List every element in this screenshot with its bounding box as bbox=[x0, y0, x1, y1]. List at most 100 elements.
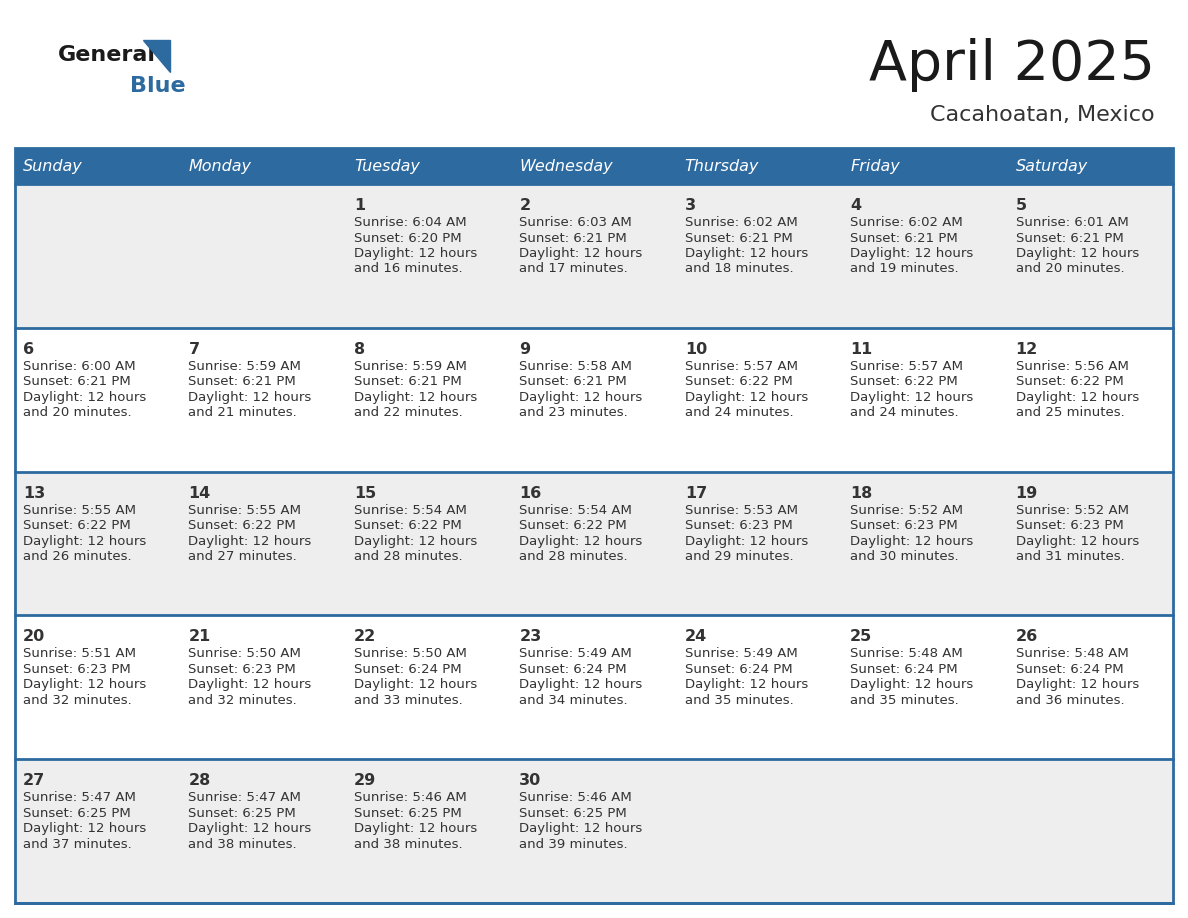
Text: Sunset: 6:21 PM: Sunset: 6:21 PM bbox=[851, 231, 958, 244]
Bar bbox=[1007, 759, 1173, 903]
Text: Blue: Blue bbox=[129, 76, 185, 96]
Text: Daylight: 12 hours: Daylight: 12 hours bbox=[1016, 391, 1139, 404]
Bar bbox=[511, 615, 677, 759]
Text: Sunrise: 5:54 AM: Sunrise: 5:54 AM bbox=[519, 504, 632, 517]
Text: and 20 minutes.: and 20 minutes. bbox=[1016, 263, 1124, 275]
Text: Sunrise: 5:55 AM: Sunrise: 5:55 AM bbox=[23, 504, 135, 517]
Text: 22: 22 bbox=[354, 630, 377, 644]
Text: Sunset: 6:23 PM: Sunset: 6:23 PM bbox=[851, 519, 958, 532]
Text: Sunset: 6:22 PM: Sunset: 6:22 PM bbox=[1016, 375, 1124, 388]
Text: and 20 minutes.: and 20 minutes. bbox=[23, 407, 132, 420]
Text: and 17 minutes.: and 17 minutes. bbox=[519, 263, 628, 275]
Text: Sunset: 6:25 PM: Sunset: 6:25 PM bbox=[519, 807, 627, 820]
Text: 29: 29 bbox=[354, 773, 377, 789]
Text: Sunset: 6:23 PM: Sunset: 6:23 PM bbox=[189, 663, 296, 676]
Text: Sunrise: 5:56 AM: Sunrise: 5:56 AM bbox=[1016, 360, 1129, 373]
Text: and 21 minutes.: and 21 minutes. bbox=[189, 407, 297, 420]
Text: Sunrise: 5:55 AM: Sunrise: 5:55 AM bbox=[189, 504, 302, 517]
Bar bbox=[181, 615, 346, 759]
Text: Sunset: 6:23 PM: Sunset: 6:23 PM bbox=[1016, 519, 1124, 532]
Text: 19: 19 bbox=[1016, 486, 1038, 500]
Text: 13: 13 bbox=[23, 486, 45, 500]
Bar bbox=[842, 615, 1007, 759]
Text: Sunset: 6:23 PM: Sunset: 6:23 PM bbox=[23, 663, 131, 676]
Text: Sunrise: 5:57 AM: Sunrise: 5:57 AM bbox=[684, 360, 797, 373]
Text: 23: 23 bbox=[519, 630, 542, 644]
Text: Daylight: 12 hours: Daylight: 12 hours bbox=[684, 678, 808, 691]
Text: Sunrise: 5:48 AM: Sunrise: 5:48 AM bbox=[1016, 647, 1129, 660]
Text: Daylight: 12 hours: Daylight: 12 hours bbox=[189, 678, 311, 691]
Polygon shape bbox=[143, 40, 170, 72]
Text: Sunset: 6:20 PM: Sunset: 6:20 PM bbox=[354, 231, 461, 244]
Text: Sunset: 6:22 PM: Sunset: 6:22 PM bbox=[684, 375, 792, 388]
Bar bbox=[1007, 472, 1173, 615]
Text: Daylight: 12 hours: Daylight: 12 hours bbox=[519, 823, 643, 835]
Text: Daylight: 12 hours: Daylight: 12 hours bbox=[851, 534, 973, 548]
Text: and 24 minutes.: and 24 minutes. bbox=[851, 407, 959, 420]
Text: 28: 28 bbox=[189, 773, 210, 789]
Text: and 35 minutes.: and 35 minutes. bbox=[851, 694, 959, 707]
Text: Sunrise: 6:01 AM: Sunrise: 6:01 AM bbox=[1016, 216, 1129, 229]
Text: Daylight: 12 hours: Daylight: 12 hours bbox=[23, 391, 146, 404]
Bar bbox=[511, 328, 677, 472]
Bar bbox=[15, 148, 1173, 903]
Text: Sunrise: 6:02 AM: Sunrise: 6:02 AM bbox=[851, 216, 963, 229]
Text: Cacahoatan, Mexico: Cacahoatan, Mexico bbox=[930, 105, 1155, 125]
Text: General: General bbox=[58, 45, 156, 65]
Text: and 19 minutes.: and 19 minutes. bbox=[851, 263, 959, 275]
Bar bbox=[842, 328, 1007, 472]
Bar bbox=[346, 184, 511, 328]
Bar bbox=[677, 184, 842, 328]
Text: Daylight: 12 hours: Daylight: 12 hours bbox=[354, 391, 478, 404]
Text: Daylight: 12 hours: Daylight: 12 hours bbox=[519, 391, 643, 404]
Text: Daylight: 12 hours: Daylight: 12 hours bbox=[23, 678, 146, 691]
Bar bbox=[15, 759, 181, 903]
Text: Sunrise: 5:57 AM: Sunrise: 5:57 AM bbox=[851, 360, 963, 373]
Text: 18: 18 bbox=[851, 486, 872, 500]
Bar bbox=[511, 184, 677, 328]
Text: Sunrise: 5:49 AM: Sunrise: 5:49 AM bbox=[684, 647, 797, 660]
Text: Sunset: 6:21 PM: Sunset: 6:21 PM bbox=[519, 231, 627, 244]
Bar bbox=[15, 328, 181, 472]
Text: and 24 minutes.: and 24 minutes. bbox=[684, 407, 794, 420]
Bar bbox=[842, 759, 1007, 903]
Text: Sunrise: 5:50 AM: Sunrise: 5:50 AM bbox=[189, 647, 302, 660]
Text: Daylight: 12 hours: Daylight: 12 hours bbox=[519, 534, 643, 548]
Text: 15: 15 bbox=[354, 486, 377, 500]
Bar bbox=[677, 615, 842, 759]
Text: Sunset: 6:24 PM: Sunset: 6:24 PM bbox=[684, 663, 792, 676]
Text: 5: 5 bbox=[1016, 198, 1026, 213]
Text: Sunrise: 5:58 AM: Sunrise: 5:58 AM bbox=[519, 360, 632, 373]
Text: and 32 minutes.: and 32 minutes. bbox=[23, 694, 132, 707]
Text: Daylight: 12 hours: Daylight: 12 hours bbox=[23, 534, 146, 548]
Bar bbox=[15, 184, 181, 328]
Text: 25: 25 bbox=[851, 630, 872, 644]
Text: 17: 17 bbox=[684, 486, 707, 500]
Text: Daylight: 12 hours: Daylight: 12 hours bbox=[354, 247, 478, 260]
Bar bbox=[346, 615, 511, 759]
Text: Friday: Friday bbox=[851, 159, 899, 174]
Text: Sunset: 6:22 PM: Sunset: 6:22 PM bbox=[23, 519, 131, 532]
Bar bbox=[511, 472, 677, 615]
Bar bbox=[1007, 328, 1173, 472]
Text: Sunrise: 5:50 AM: Sunrise: 5:50 AM bbox=[354, 647, 467, 660]
Text: 16: 16 bbox=[519, 486, 542, 500]
Text: Daylight: 12 hours: Daylight: 12 hours bbox=[851, 247, 973, 260]
Text: Sunrise: 5:46 AM: Sunrise: 5:46 AM bbox=[354, 791, 467, 804]
Bar bbox=[842, 184, 1007, 328]
Bar bbox=[677, 472, 842, 615]
Text: and 28 minutes.: and 28 minutes. bbox=[354, 550, 462, 563]
Text: 3: 3 bbox=[684, 198, 696, 213]
Text: and 37 minutes.: and 37 minutes. bbox=[23, 838, 132, 851]
Text: Sunrise: 5:46 AM: Sunrise: 5:46 AM bbox=[519, 791, 632, 804]
Text: and 29 minutes.: and 29 minutes. bbox=[684, 550, 794, 563]
Text: 1: 1 bbox=[354, 198, 365, 213]
Text: Daylight: 12 hours: Daylight: 12 hours bbox=[519, 678, 643, 691]
Bar bbox=[1007, 184, 1173, 328]
Text: Daylight: 12 hours: Daylight: 12 hours bbox=[189, 534, 311, 548]
Text: 4: 4 bbox=[851, 198, 861, 213]
Text: 30: 30 bbox=[519, 773, 542, 789]
Text: Daylight: 12 hours: Daylight: 12 hours bbox=[851, 678, 973, 691]
Text: Sunset: 6:23 PM: Sunset: 6:23 PM bbox=[684, 519, 792, 532]
Text: Sunset: 6:21 PM: Sunset: 6:21 PM bbox=[23, 375, 131, 388]
